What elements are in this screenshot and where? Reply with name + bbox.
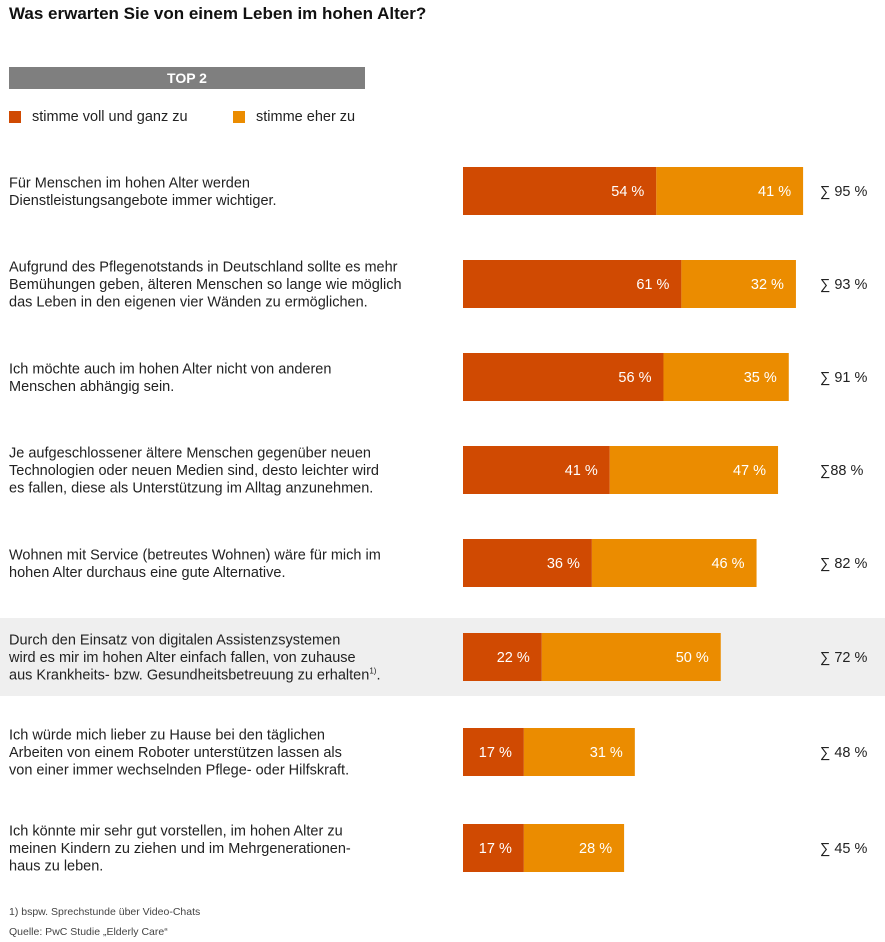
category-label: Aufgrund des Pflegenotstands in Deutschl… [9, 260, 402, 311]
category-label: Für Menschen im hohen Alter werden Dienst… [9, 175, 277, 209]
bar-full-agree [463, 633, 542, 681]
total-label: ∑ 91 % [820, 370, 868, 386]
footnote: 1) bspw. Sprechstunde über Video-Chats [9, 906, 201, 918]
category-label: Wohnen mit Service (betreutes Wohnen) wä… [9, 547, 381, 581]
bar-rather-agree [523, 824, 625, 872]
total-label: ∑ 82 % [820, 556, 868, 572]
source-note: Quelle: PwC Studie „Elderly Care“ [9, 926, 168, 938]
total-label: ∑88 % [820, 463, 863, 479]
bar-value-label: 28 % [579, 841, 612, 857]
legend-label-rather-agree: stimme eher zu [256, 109, 356, 125]
legend-label-full-agree: stimme voll und ganz zu [32, 109, 188, 125]
bar-value-label: 46 % [711, 556, 744, 572]
total-label: ∑ 45 % [820, 841, 868, 857]
bar-rather-agree [656, 167, 804, 215]
legend-swatch-rather-agree [233, 111, 245, 123]
legend-item-rather-agree: stimme eher zu [233, 109, 355, 125]
bar-value-label: 31 % [590, 745, 623, 761]
bar-value-label: 61 % [636, 277, 669, 293]
total-label: ∑ 93 % [820, 277, 868, 293]
bar-value-label: 35 % [744, 370, 777, 386]
bar-value-label: 36 % [547, 556, 580, 572]
bar-value-label: 56 % [618, 370, 651, 386]
bar-value-label: 22 % [497, 650, 530, 666]
total-label: ∑ 48 % [820, 745, 868, 761]
bar-full-agree [463, 824, 524, 872]
category-label: Durch den Einsatz von digitalen Assisten… [8, 633, 380, 684]
top2-header: TOP 2 [9, 67, 365, 89]
bar-rather-agree [609, 446, 779, 494]
bar-full-agree [463, 728, 524, 776]
bar-value-label: 41 % [565, 463, 598, 479]
bar-value-label: 32 % [751, 277, 784, 293]
bar-full-agree [463, 353, 664, 401]
category-label: Ich könnte mir sehr gut vorstellen, im h… [9, 824, 351, 875]
bar-value-label: 17 % [479, 745, 512, 761]
category-label: Ich würde mich lieber zu Hause bei den t… [9, 728, 349, 779]
bar-full-agree [463, 167, 657, 215]
bar-rather-agree [663, 353, 789, 401]
bar-value-label: 41 % [758, 184, 791, 200]
bar-value-label: 17 % [479, 841, 512, 857]
category-label: Ich möchte auch im hohen Alter nicht von… [9, 361, 331, 395]
bar-full-agree [463, 260, 682, 308]
bar-value-label: 54 % [611, 184, 644, 200]
total-label: ∑ 72 % [820, 650, 868, 666]
category-label: Je aufgeschlossener ältere Menschen gege… [9, 446, 379, 497]
legend-swatch-full-agree [9, 111, 21, 123]
highlight-row-background [0, 618, 885, 696]
total-label: ∑ 95 % [820, 184, 868, 200]
bar-value-label: 47 % [733, 463, 766, 479]
bar-full-agree [463, 539, 592, 587]
bar-rather-agree [591, 539, 757, 587]
bar-value-label: 50 % [676, 650, 709, 666]
bar-rather-agree [681, 260, 796, 308]
bar-full-agree [463, 446, 610, 494]
chart-title: Was erwarten Sie von einem Leben im hohe… [9, 4, 427, 23]
bar-rather-agree [541, 633, 721, 681]
bar-rather-agree [523, 728, 635, 776]
legend-item-full-agree: stimme voll und ganz zu [9, 109, 188, 125]
